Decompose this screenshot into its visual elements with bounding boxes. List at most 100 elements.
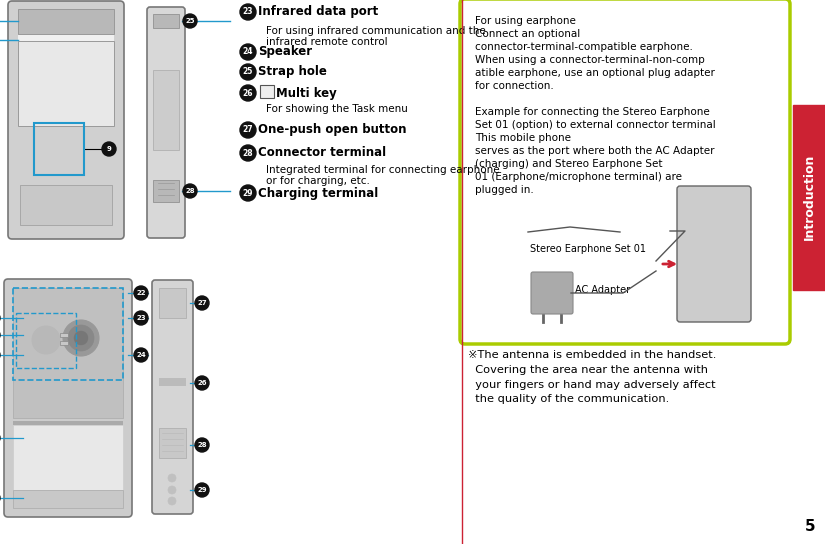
FancyBboxPatch shape: [8, 1, 124, 239]
Bar: [153, 70, 179, 150]
Circle shape: [134, 286, 148, 300]
Bar: [723, 280, 739, 290]
Circle shape: [240, 122, 256, 138]
Text: Multi key: Multi key: [276, 86, 337, 100]
FancyBboxPatch shape: [152, 280, 193, 514]
Text: 22: 22: [136, 290, 146, 296]
Text: Integrated terminal for connecting earphone: Integrated terminal for connecting earph…: [266, 165, 500, 175]
Circle shape: [530, 226, 538, 234]
Text: or for charging, etc.: or for charging, etc.: [266, 176, 370, 186]
Circle shape: [168, 486, 176, 494]
Text: Charging terminal: Charging terminal: [258, 187, 378, 200]
Circle shape: [240, 185, 256, 201]
Bar: [793, 105, 825, 290]
FancyBboxPatch shape: [677, 186, 751, 322]
Text: 28: 28: [185, 188, 195, 194]
Circle shape: [240, 64, 256, 80]
Text: 25: 25: [243, 67, 253, 77]
Text: 29: 29: [243, 189, 253, 197]
Circle shape: [240, 4, 256, 20]
Bar: [16, 313, 76, 368]
Bar: [685, 280, 701, 290]
Text: atible earphone, use an optional plug adapter: atible earphone, use an optional plug ad…: [475, 68, 715, 78]
Circle shape: [240, 44, 256, 60]
Circle shape: [240, 85, 256, 101]
Bar: [153, 180, 179, 202]
Bar: [704, 254, 720, 264]
Bar: [723, 254, 739, 264]
Text: AC Adapter: AC Adapter: [575, 285, 630, 295]
Circle shape: [512, 222, 528, 238]
Text: Infrared data port: Infrared data port: [258, 5, 378, 18]
Text: 26: 26: [197, 380, 207, 386]
Bar: [260, 85, 274, 98]
Circle shape: [195, 438, 209, 452]
Text: (charging) and Stereo Earphone Set: (charging) and Stereo Earphone Set: [475, 159, 662, 169]
Circle shape: [74, 331, 88, 345]
Text: 28: 28: [243, 149, 253, 158]
Bar: [13, 288, 123, 380]
Bar: [34, 123, 84, 175]
Bar: [159, 288, 186, 318]
Text: plugged in.: plugged in.: [475, 185, 534, 195]
FancyBboxPatch shape: [147, 7, 185, 238]
Circle shape: [63, 320, 99, 356]
Text: When using a connector-terminal-non-comp: When using a connector-terminal-non-comp: [475, 55, 705, 65]
Circle shape: [102, 142, 116, 156]
Text: For showing the Task menu: For showing the Task menu: [266, 104, 408, 114]
Circle shape: [183, 14, 197, 28]
Text: Stereo Earphone Set 01: Stereo Earphone Set 01: [530, 244, 646, 254]
Circle shape: [168, 474, 176, 482]
Text: For using infrared communication and the: For using infrared communication and the: [266, 26, 486, 36]
Text: Connect an optional: Connect an optional: [475, 29, 580, 39]
Bar: [723, 267, 739, 277]
Text: Strap hole: Strap hole: [258, 65, 327, 78]
Circle shape: [516, 226, 524, 234]
Bar: [685, 254, 701, 264]
Text: connector-terminal-compatible earphone.: connector-terminal-compatible earphone.: [475, 42, 693, 52]
Circle shape: [195, 296, 209, 310]
Text: infrared remote control: infrared remote control: [266, 37, 388, 47]
FancyBboxPatch shape: [4, 279, 132, 517]
Circle shape: [134, 348, 148, 362]
Text: 27: 27: [243, 126, 253, 134]
Bar: [13, 421, 123, 425]
Circle shape: [526, 222, 542, 238]
Bar: [153, 14, 179, 28]
Circle shape: [32, 326, 60, 354]
Text: 5: 5: [804, 519, 815, 534]
Bar: [704, 267, 720, 277]
Circle shape: [68, 325, 94, 351]
Text: serves as the port where both the AC Adapter: serves as the port where both the AC Ada…: [475, 146, 714, 156]
Bar: [13, 288, 123, 418]
Bar: [60, 341, 68, 345]
Text: This mobile phone: This mobile phone: [475, 133, 571, 143]
Text: 23: 23: [243, 8, 253, 16]
Text: Speaker: Speaker: [258, 46, 312, 59]
Bar: [13, 490, 123, 508]
Circle shape: [195, 483, 209, 497]
FancyBboxPatch shape: [460, 0, 790, 344]
Text: Connector terminal: Connector terminal: [258, 146, 386, 159]
Text: for connection.: for connection.: [475, 81, 554, 91]
Text: 25: 25: [186, 18, 195, 24]
Circle shape: [195, 376, 209, 390]
Bar: [20, 185, 112, 225]
Bar: [685, 267, 701, 277]
Bar: [685, 293, 701, 303]
Text: Introduction: Introduction: [803, 154, 815, 240]
Text: 23: 23: [136, 315, 146, 321]
Bar: [60, 333, 68, 337]
Bar: [615, 222, 670, 240]
Text: 28: 28: [197, 442, 207, 448]
Text: 27: 27: [197, 300, 207, 306]
Bar: [18, 41, 114, 126]
Circle shape: [168, 497, 176, 505]
Bar: [159, 378, 186, 386]
Text: Example for connecting the Stereo Earphone: Example for connecting the Stereo Earpho…: [475, 107, 710, 117]
Bar: [18, 35, 114, 41]
Text: One-push open button: One-push open button: [258, 123, 407, 137]
Bar: [654, 257, 660, 263]
Circle shape: [183, 184, 197, 198]
Bar: [13, 425, 123, 490]
